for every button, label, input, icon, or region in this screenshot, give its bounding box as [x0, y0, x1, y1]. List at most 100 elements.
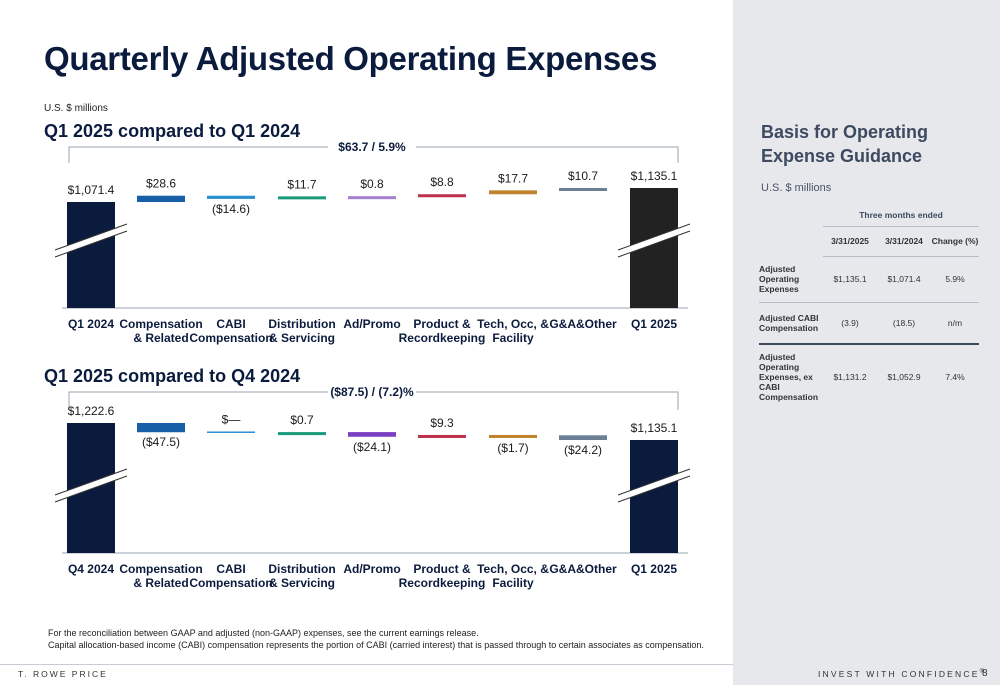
category-label-3-0: Distribution — [268, 562, 335, 576]
tagline-text: INVEST WITH CONFIDENCE — [818, 669, 980, 679]
bracket-label-bg — [328, 383, 416, 401]
value-label-4: $0.8 — [360, 177, 384, 191]
col-header-3: Change (%) — [931, 226, 979, 257]
bar-7 — [559, 435, 607, 440]
value-label-2: ($14.6) — [212, 202, 250, 216]
value-label-2: $— — [222, 412, 241, 426]
axis-break-0 — [55, 224, 127, 257]
axis-break-line-a-0 — [54, 468, 128, 496]
category-label-2-0: CABI — [216, 317, 245, 331]
category-label-6-0: Tech, Occ, & — [477, 562, 549, 576]
guidance-table: Three months ended 3/31/2025 3/31/2024 C… — [759, 208, 979, 408]
category-label-4-0: Ad/Promo — [343, 317, 400, 331]
axis-break-8 — [618, 469, 690, 502]
guidance-units: U.S. $ millions — [761, 182, 832, 194]
category-label-1-0: Compensation — [119, 317, 202, 331]
bottom-divider — [0, 664, 733, 665]
row-label-3: Adjusted Operating Expenses, ex CABI Com… — [759, 351, 819, 402]
row-1-value-1: $1,135.1 — [823, 256, 877, 303]
group-header: Three months ended — [823, 208, 979, 227]
value-label-1: ($47.5) — [142, 435, 180, 449]
axis-break-line-b-8 — [617, 475, 691, 503]
col-header-2: 3/31/2024 — [877, 226, 931, 257]
bar-0 — [67, 202, 115, 308]
chart2-title: Q1 2025 compared to Q4 2024 — [44, 366, 301, 386]
value-label-5: $8.8 — [430, 175, 454, 189]
row-label-2: Adjusted CABI Compensation — [759, 302, 823, 345]
category-label-0-0: Q4 2024 — [68, 562, 114, 576]
footnotes: For the reconciliation between GAAP and … — [48, 627, 704, 651]
bar-8 — [630, 440, 678, 553]
row-3-value-3: 7.4% — [945, 371, 965, 382]
value-label-6: ($1.7) — [497, 441, 528, 455]
guidance-title-line2: Expense Guidance — [761, 146, 923, 166]
row-2-value-3: n/m — [931, 302, 979, 345]
value-label-5: $9.3 — [430, 416, 454, 430]
axis-break-line-b-0 — [54, 230, 128, 258]
category-label-3-1: & Servicing — [269, 576, 335, 590]
bracket-label: $63.7 / 5.9% — [338, 140, 406, 154]
bar-5 — [418, 194, 466, 198]
bracket-label-bg — [328, 138, 416, 156]
category-label-3-1: & Servicing — [269, 331, 335, 345]
value-label-0: $1,222.6 — [68, 404, 115, 418]
bar-1 — [137, 195, 185, 202]
category-label-2-1: Compensation — [189, 576, 272, 590]
category-label-1-1: & Related — [133, 576, 188, 590]
slide-title: Quarterly Adjusted Operating Expenses — [44, 40, 658, 77]
category-label-1-0: Compensation — [119, 562, 202, 576]
axis-break-line-a-8 — [617, 223, 691, 251]
value-label-7: $10.7 — [568, 169, 598, 183]
col-header-1: 3/31/2025 — [823, 226, 877, 257]
axis-break-0 — [55, 469, 127, 502]
axis-break-line-b-0 — [54, 475, 128, 503]
row-3-value-2: $1,052.9 — [887, 371, 921, 382]
category-label-7-0: G&A&Other — [549, 562, 617, 576]
row-2-value-1: (3.9) — [823, 302, 877, 345]
value-label-8: $1,135.1 — [631, 169, 678, 183]
category-label-6-1: Facility — [492, 331, 534, 345]
category-label-2-0: CABI — [216, 562, 245, 576]
value-label-3: $11.7 — [287, 177, 316, 191]
category-label-7-0: G&A&Other — [549, 317, 617, 331]
category-label-6-0: Tech, Occ, & — [477, 317, 549, 331]
registered-mark: ® — [979, 669, 987, 676]
guidance-title: Basis for Operating Expense Guidance — [761, 120, 961, 168]
category-label-3-0: Distribution — [268, 317, 335, 331]
guidance-title-line1: Basis for Operating — [761, 122, 929, 142]
value-label-0: $1,071.4 — [68, 183, 115, 197]
bar-4 — [348, 432, 396, 437]
axis-break-line-a-8 — [617, 468, 691, 496]
value-label-8: $1,135.1 — [631, 421, 678, 435]
bar-2 — [207, 431, 255, 433]
value-label-1: $28.6 — [146, 177, 176, 191]
value-label-4: ($24.1) — [353, 440, 391, 454]
bar-2 — [207, 195, 255, 199]
row-1-value-3: 5.9% — [931, 256, 979, 303]
category-label-8-0: Q1 2025 — [631, 317, 677, 331]
bar-6 — [489, 190, 537, 195]
category-label-5-1: Recordkeeping — [399, 331, 486, 345]
chart1-title: Q1 2025 compared to Q1 2024 — [44, 121, 301, 141]
footnote-1: For the reconciliation between GAAP and … — [48, 628, 479, 638]
row-1-value-2: $1,071.4 — [877, 256, 931, 303]
bracket-label: ($87.5) / (7.2)% — [330, 385, 414, 399]
row-2-value-2: (18.5) — [877, 302, 931, 345]
category-label-0-0: Q1 2024 — [68, 317, 114, 331]
main-panel: Quarterly Adjusted Operating Expenses U.… — [0, 40, 733, 679]
axis-break-line-b-8 — [617, 230, 691, 258]
value-label-7: ($24.2) — [564, 443, 602, 457]
category-label-5-1: Recordkeeping — [399, 576, 486, 590]
value-label-6: $17.7 — [498, 171, 528, 185]
axis-break-8 — [618, 224, 690, 257]
category-label-6-1: Facility — [492, 576, 534, 590]
bar-1 — [137, 423, 185, 433]
bar-5 — [418, 434, 466, 438]
units-label: U.S. $ millions — [44, 103, 108, 114]
chart1-svg: $63.7 / 5.9% $1,071.4 Q1 2024 $28.6 Compensa… — [54, 138, 691, 345]
bar-7 — [559, 188, 607, 191]
value-label-3: $0.7 — [290, 413, 314, 427]
page-number: 8 — [982, 668, 988, 679]
category-label-5-0: Product & — [413, 317, 471, 331]
axis-break-line-a-0 — [54, 223, 128, 251]
